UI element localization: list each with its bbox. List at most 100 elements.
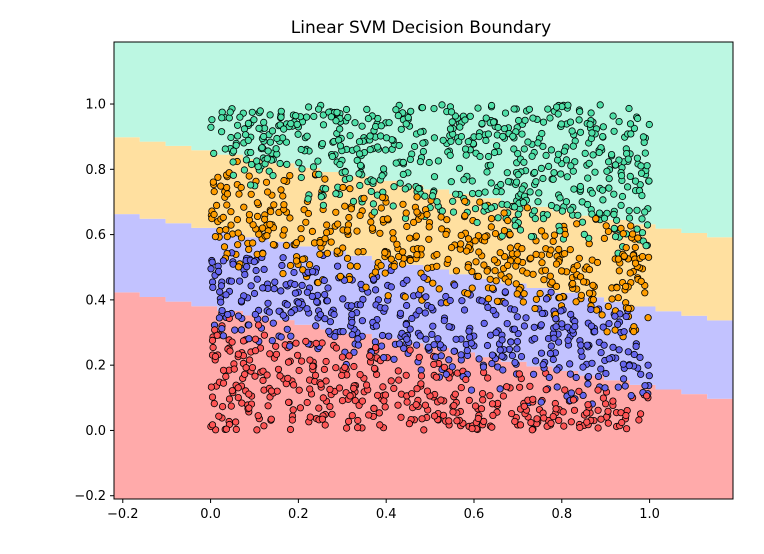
data-point bbox=[539, 215, 548, 223]
data-point bbox=[609, 397, 617, 405]
data-point bbox=[633, 225, 641, 233]
data-point bbox=[396, 309, 405, 317]
data-point bbox=[528, 152, 536, 160]
data-point bbox=[370, 208, 378, 216]
data-point bbox=[387, 255, 395, 263]
data-point bbox=[381, 391, 390, 399]
data-point bbox=[445, 323, 453, 331]
data-point bbox=[222, 372, 230, 381]
data-point bbox=[479, 396, 487, 404]
data-point bbox=[208, 116, 216, 124]
data-point bbox=[641, 208, 649, 216]
data-point bbox=[380, 397, 388, 405]
data-point bbox=[270, 201, 278, 209]
data-point bbox=[271, 278, 279, 286]
data-point bbox=[403, 398, 411, 406]
data-point bbox=[478, 297, 486, 305]
data-point bbox=[461, 116, 469, 124]
data-point bbox=[594, 424, 602, 432]
data-point bbox=[552, 405, 560, 413]
data-point bbox=[219, 379, 228, 387]
data-point bbox=[575, 116, 583, 124]
data-point bbox=[419, 147, 427, 156]
data-point bbox=[251, 347, 260, 355]
data-point bbox=[484, 374, 492, 382]
data-point bbox=[605, 175, 613, 183]
data-point bbox=[550, 169, 558, 177]
data-point bbox=[218, 114, 226, 122]
data-point bbox=[240, 125, 248, 133]
data-point bbox=[304, 195, 312, 203]
data-point bbox=[560, 422, 568, 430]
data-point bbox=[575, 387, 583, 395]
data-point bbox=[222, 226, 230, 234]
data-point bbox=[540, 276, 548, 284]
data-point bbox=[219, 366, 228, 374]
data-point bbox=[294, 130, 302, 138]
data-point bbox=[277, 186, 285, 194]
data-point bbox=[438, 101, 446, 109]
data-point bbox=[247, 181, 255, 189]
data-point bbox=[529, 114, 537, 122]
data-point bbox=[409, 218, 418, 226]
data-point bbox=[259, 284, 267, 292]
data-point bbox=[460, 306, 469, 314]
data-point bbox=[549, 355, 557, 364]
data-point bbox=[599, 196, 607, 204]
data-point bbox=[230, 147, 238, 155]
data-point bbox=[530, 207, 539, 215]
data-point bbox=[440, 363, 448, 371]
data-point bbox=[624, 155, 632, 163]
data-points bbox=[207, 101, 653, 434]
data-point bbox=[406, 256, 414, 265]
data-point bbox=[494, 123, 502, 132]
data-point bbox=[223, 190, 232, 198]
data-point bbox=[328, 152, 336, 161]
data-point bbox=[298, 281, 306, 289]
data-point bbox=[498, 352, 506, 360]
data-point bbox=[394, 401, 402, 409]
data-point bbox=[594, 386, 602, 394]
data-point bbox=[474, 272, 482, 280]
data-point bbox=[467, 339, 475, 347]
data-point bbox=[516, 226, 525, 234]
data-point bbox=[303, 305, 311, 313]
data-point bbox=[248, 363, 257, 372]
data-point bbox=[236, 113, 244, 121]
data-point bbox=[291, 289, 299, 297]
data-point bbox=[355, 138, 364, 146]
data-point bbox=[558, 207, 567, 215]
data-point bbox=[526, 382, 534, 390]
data-point bbox=[539, 361, 547, 369]
data-point bbox=[620, 328, 628, 336]
data-point bbox=[600, 341, 608, 349]
data-point bbox=[643, 162, 651, 170]
data-point bbox=[614, 320, 622, 328]
data-point bbox=[338, 371, 346, 379]
data-point bbox=[497, 180, 505, 189]
data-point bbox=[555, 245, 563, 253]
x-tick-label: 0.8 bbox=[551, 507, 572, 522]
data-point bbox=[630, 350, 638, 359]
data-point bbox=[605, 319, 613, 328]
data-point bbox=[537, 349, 546, 357]
data-point bbox=[266, 111, 274, 119]
data-point bbox=[492, 277, 500, 285]
data-point bbox=[304, 209, 312, 218]
data-point bbox=[535, 189, 543, 197]
data-point bbox=[537, 398, 545, 406]
data-point bbox=[434, 335, 442, 343]
data-point bbox=[638, 229, 647, 237]
data-point bbox=[457, 133, 465, 141]
data-point bbox=[632, 342, 640, 350]
data-point bbox=[314, 157, 322, 165]
data-point bbox=[356, 370, 364, 379]
data-point bbox=[520, 402, 528, 410]
data-point bbox=[623, 183, 632, 191]
data-point bbox=[421, 401, 429, 409]
data-point bbox=[560, 250, 569, 258]
data-point bbox=[449, 208, 458, 216]
y-tick-label: 0.6 bbox=[85, 228, 106, 243]
data-point bbox=[473, 218, 481, 227]
data-point bbox=[382, 134, 391, 142]
